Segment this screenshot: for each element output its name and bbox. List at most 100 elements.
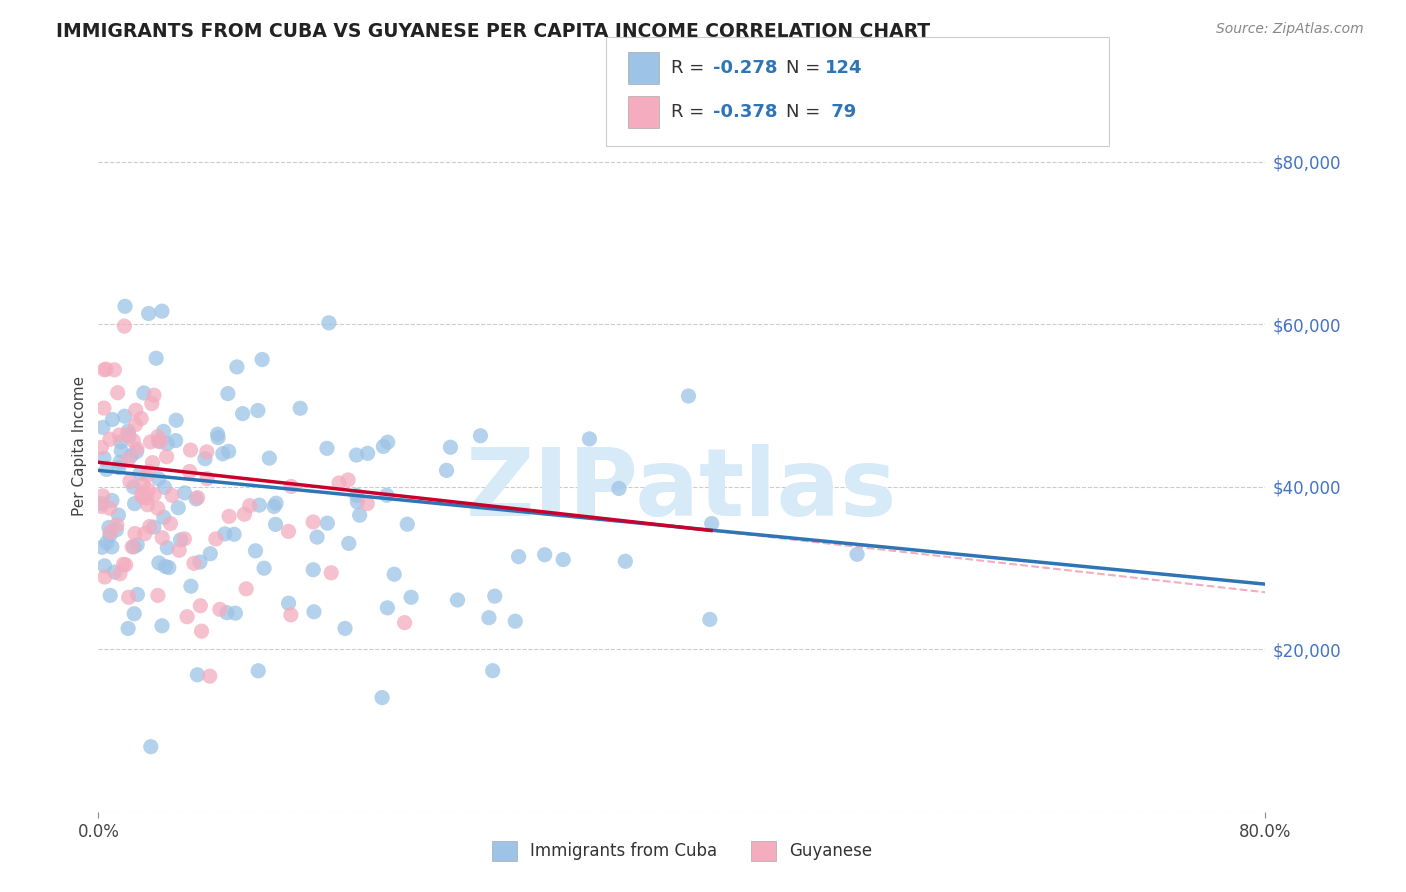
- Point: [346, 488, 368, 502]
- Point: [90, 500, 112, 514]
- Point: [146, 429, 169, 443]
- Point: [112, 558, 135, 572]
- Point: [394, 615, 416, 630]
- Point: [120, 449, 142, 463]
- Point: [614, 554, 637, 568]
- Point: [264, 496, 287, 510]
- Point: [94, 570, 117, 584]
- Point: [344, 448, 367, 462]
- Point: [165, 434, 187, 448]
- Point: [118, 475, 141, 489]
- Point: [96, 362, 118, 376]
- Point: [143, 388, 166, 402]
- Point: [138, 519, 160, 533]
- Point: [108, 428, 131, 442]
- Point: [247, 664, 270, 678]
- Point: [131, 490, 153, 504]
- Point: [316, 516, 339, 530]
- Point: [108, 460, 131, 475]
- Point: [132, 477, 155, 491]
- Point: [508, 549, 530, 564]
- Point: [157, 560, 180, 574]
- Point: [233, 508, 256, 522]
- Point: [98, 432, 121, 446]
- Point: [328, 475, 350, 490]
- Point: [93, 401, 115, 415]
- Point: [217, 386, 239, 401]
- Point: [93, 451, 115, 466]
- Point: [349, 508, 371, 523]
- Point: [318, 316, 340, 330]
- Point: [396, 517, 419, 532]
- Point: [146, 589, 169, 603]
- Point: [239, 499, 262, 513]
- Text: ZIPatlas: ZIPatlas: [467, 444, 897, 536]
- Point: [98, 525, 121, 540]
- Point: [101, 493, 124, 508]
- Point: [246, 403, 269, 417]
- Point: [439, 440, 461, 454]
- Point: [307, 530, 329, 544]
- Point: [153, 480, 176, 494]
- Point: [138, 465, 160, 479]
- Point: [139, 739, 162, 754]
- Point: [105, 517, 128, 532]
- Point: [302, 515, 325, 529]
- Point: [382, 567, 405, 582]
- Point: [142, 456, 165, 470]
- Point: [148, 556, 170, 570]
- Point: [700, 516, 723, 531]
- Point: [173, 532, 195, 546]
- Point: [165, 413, 187, 427]
- Point: [377, 435, 399, 450]
- Point: [208, 602, 231, 616]
- Point: [678, 389, 700, 403]
- Point: [124, 497, 146, 511]
- Point: [167, 543, 190, 558]
- Point: [135, 468, 157, 483]
- Point: [321, 566, 343, 580]
- Point: [316, 442, 339, 456]
- Point: [101, 540, 124, 554]
- Point: [117, 622, 139, 636]
- Point: [98, 501, 121, 516]
- Point: [118, 591, 141, 605]
- Point: [139, 434, 162, 449]
- Point: [124, 526, 146, 541]
- Point: [91, 420, 114, 434]
- Point: [280, 479, 302, 493]
- Legend: Immigrants from Cuba, Guyanese: Immigrants from Cuba, Guyanese: [484, 832, 880, 869]
- Point: [356, 497, 378, 511]
- Text: -0.278: -0.278: [713, 59, 778, 78]
- Text: N =: N =: [786, 59, 825, 78]
- Point: [127, 587, 149, 601]
- Point: [90, 497, 112, 511]
- Point: [110, 443, 132, 458]
- Point: [117, 427, 139, 442]
- Point: [224, 606, 246, 620]
- Point: [211, 447, 233, 461]
- Point: [132, 386, 155, 401]
- Point: [110, 434, 132, 449]
- Point: [179, 465, 201, 479]
- Point: [122, 540, 145, 554]
- Point: [484, 589, 506, 603]
- Point: [148, 472, 170, 486]
- Point: [160, 488, 183, 502]
- Point: [118, 429, 141, 443]
- Point: [183, 557, 205, 571]
- Point: [533, 548, 555, 562]
- Point: [207, 427, 229, 442]
- Point: [226, 359, 249, 374]
- Point: [114, 299, 136, 313]
- Point: [159, 516, 181, 531]
- Point: [117, 453, 139, 467]
- Point: [333, 621, 356, 635]
- Point: [337, 536, 360, 550]
- Point: [553, 552, 575, 566]
- Point: [122, 434, 145, 448]
- Point: [135, 491, 157, 505]
- Text: 124: 124: [825, 59, 863, 78]
- Point: [277, 596, 299, 610]
- Point: [141, 396, 163, 410]
